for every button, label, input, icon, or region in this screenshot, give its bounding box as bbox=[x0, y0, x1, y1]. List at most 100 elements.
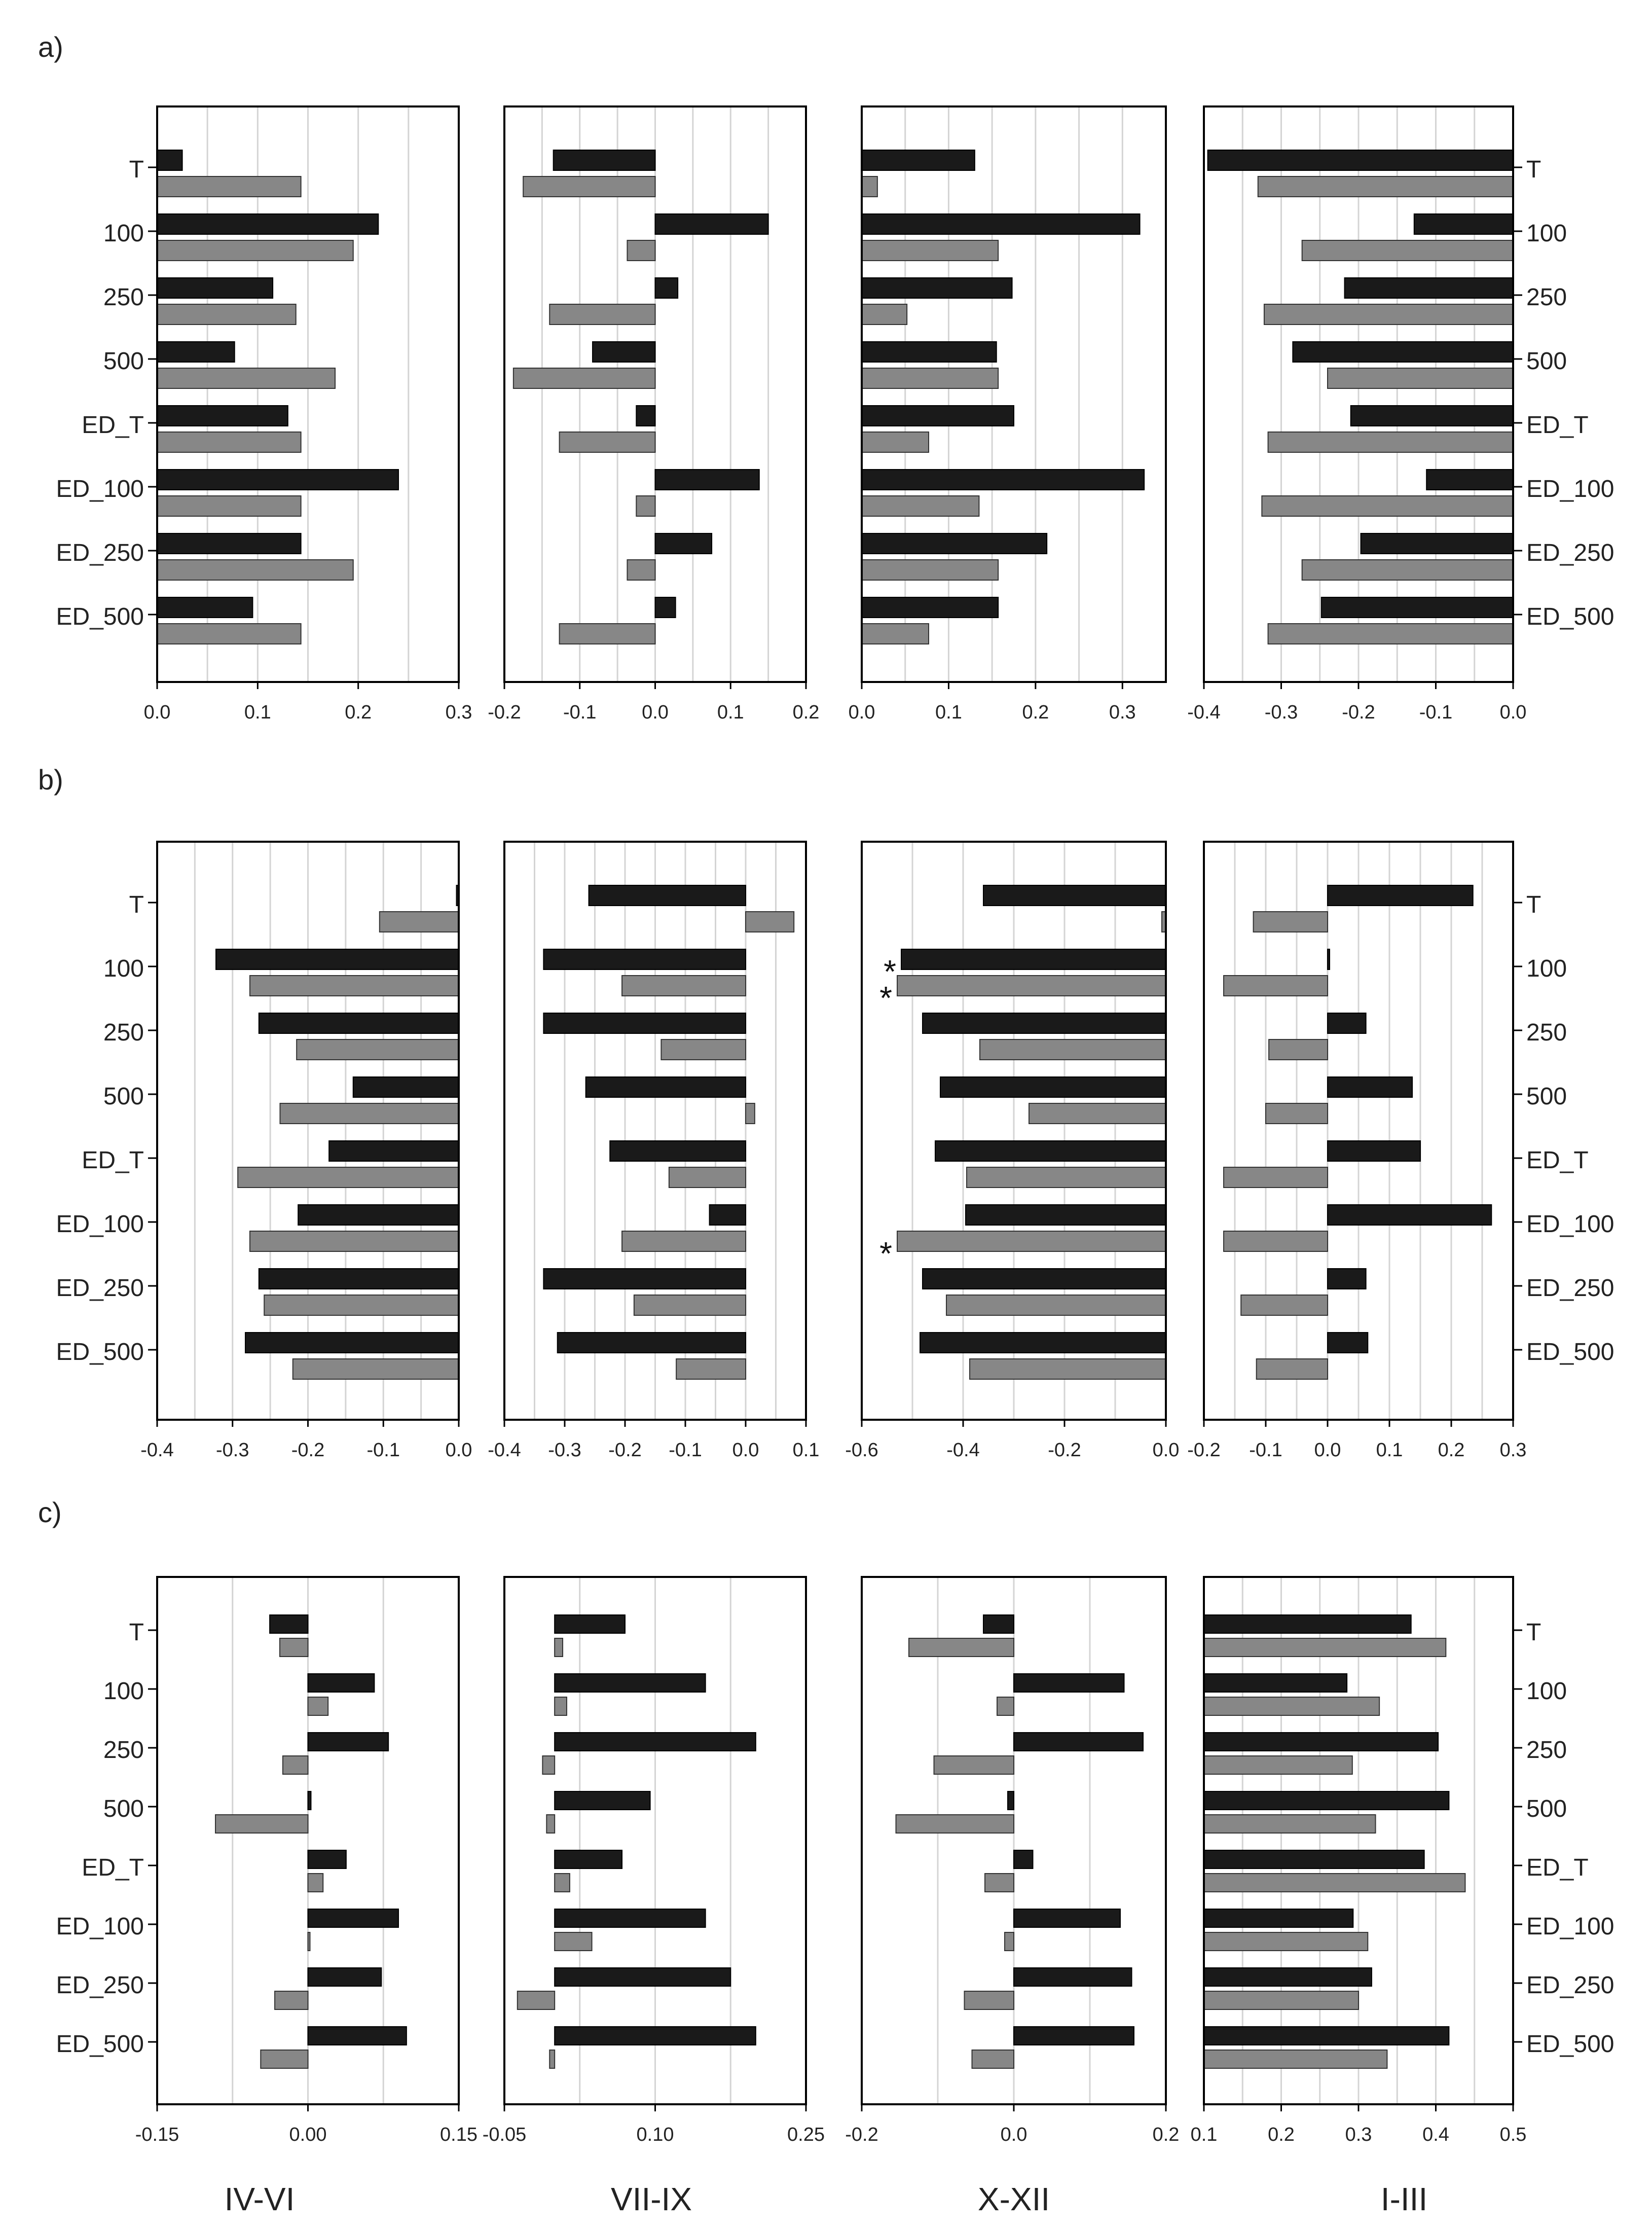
chart-a-1-bar-gray-t bbox=[157, 176, 302, 197]
chart-b-4-category-label: ED_T bbox=[1526, 1147, 1589, 1174]
chart-b-2-bar-black-ed-100 bbox=[709, 1204, 746, 1226]
chart-c-2-bar-black-500 bbox=[554, 1791, 651, 1810]
chart-a-4-x-tick-label: -0.3 bbox=[1265, 702, 1298, 723]
chart-b-1-bar-gray-250 bbox=[296, 1039, 459, 1060]
chart-b-1-bar-gray-ed-t bbox=[237, 1167, 459, 1188]
chart-a-1-bar-gray-500 bbox=[157, 368, 336, 389]
chart-a-4-bar-black-ed-250 bbox=[1360, 533, 1514, 554]
chart-a-4-category-label: ED_500 bbox=[1526, 603, 1614, 630]
chart-b-2-x-tick-label: -0.1 bbox=[669, 1440, 702, 1461]
chart-b-2-bar-gray-ed-250 bbox=[633, 1295, 746, 1316]
chart-c-3-bar-gray-100 bbox=[997, 1697, 1014, 1716]
chart-b-3-bar-gray-ed-250 bbox=[946, 1295, 1166, 1316]
chart-c-1-bar-black-500 bbox=[307, 1791, 312, 1810]
chart-a-3-x-tick-label: 0.3 bbox=[1109, 702, 1136, 723]
chart-b-1-x-tick-label: -0.4 bbox=[140, 1440, 173, 1461]
chart-b-4-bar-gray-500 bbox=[1265, 1103, 1328, 1124]
chart-a-3-x-tick-label: 0.1 bbox=[935, 702, 962, 723]
chart-a-1-category-label: ED_250 bbox=[56, 540, 144, 566]
chart-c-2-bar-black-t bbox=[554, 1614, 626, 1634]
chart-a-1-category-label: 250 bbox=[103, 284, 144, 311]
chart-a-1-x-tick-label: 0.2 bbox=[345, 702, 372, 723]
chart-a-1-x-tick-label: 0.3 bbox=[446, 702, 472, 723]
chart-a-2-bar-black-ed-100 bbox=[654, 469, 760, 490]
chart-b-3-x-tick-label: -0.6 bbox=[845, 1440, 878, 1461]
chart-a-4-category-label: ED_100 bbox=[1526, 476, 1614, 502]
chart-c-3-x-tick-label: -0.2 bbox=[845, 2124, 878, 2145]
chart-c-1-bar-black-t bbox=[269, 1614, 309, 1634]
chart-c-1-category-label: ED_100 bbox=[56, 1913, 144, 1940]
chart-c-4-bar-black-ed-100 bbox=[1203, 1909, 1354, 1928]
chart-b-2-frame bbox=[503, 841, 807, 1421]
chart-a-1-bar-gray-250 bbox=[157, 304, 297, 325]
chart-c-3-bar-gray-ed-100 bbox=[1004, 1932, 1014, 1951]
chart-a-3-bar-gray-ed-500 bbox=[861, 623, 929, 644]
chart-b-3-bar-black-ed-100 bbox=[965, 1204, 1166, 1226]
chart-c-3-bar-gray-t bbox=[908, 1638, 1014, 1657]
chart-c-1-x-tick-label: 0.00 bbox=[289, 2124, 327, 2145]
chart-b-1-category-label: ED_T bbox=[82, 1147, 144, 1174]
chart-a-1-x-tick-label: 0.1 bbox=[244, 702, 271, 723]
chart-b-1-bar-black-500 bbox=[352, 1076, 459, 1098]
chart-c-1-category-label: 100 bbox=[103, 1678, 144, 1705]
chart-c-4-bar-gray-t bbox=[1203, 1638, 1447, 1657]
chart-b-1-bar-black-100 bbox=[215, 949, 459, 970]
chart-c-1-category-label: 250 bbox=[103, 1737, 144, 1764]
chart-a-3-x-tick-label: 0.2 bbox=[1022, 702, 1049, 723]
chart-c-2-x-tick-label: 0.25 bbox=[787, 2124, 825, 2145]
chart-a-3-bar-black-ed-250 bbox=[861, 533, 1048, 554]
chart-a-2-bar-gray-500 bbox=[512, 368, 656, 389]
chart-c-4-bar-gray-ed-250 bbox=[1203, 1991, 1359, 2010]
chart-b-4-bar-black-500 bbox=[1327, 1076, 1413, 1098]
chart-b-1-bar-gray-ed-100 bbox=[249, 1231, 459, 1252]
chart-b-3-frame bbox=[861, 841, 1167, 1421]
chart-c-4-bar-black-t bbox=[1203, 1614, 1412, 1634]
chart-a-1-bar-black-500 bbox=[157, 341, 235, 363]
chart-a-4-bar-gray-t bbox=[1257, 176, 1514, 197]
chart-a-1-bar-gray-ed-250 bbox=[157, 559, 354, 581]
chart-b-3-annotation: * bbox=[879, 980, 892, 1016]
chart-b-1-category-label: ED_500 bbox=[56, 1339, 144, 1365]
chart-b-4-category-label: 100 bbox=[1526, 955, 1567, 982]
chart-a-4-bar-black-ed-t bbox=[1350, 405, 1514, 426]
chart-c-3-bar-black-t bbox=[983, 1614, 1014, 1634]
chart-a-3-x-tick-label: 0.0 bbox=[849, 702, 875, 723]
chart-c-3-bar-gray-250 bbox=[933, 1755, 1014, 1775]
chart-a-4-bar-gray-ed-t bbox=[1267, 432, 1514, 453]
chart-b-1-bar-gray-ed-250 bbox=[264, 1295, 459, 1316]
chart-b-1-x-tick-label: 0.0 bbox=[446, 1440, 472, 1461]
chart-a-2-bar-gray-ed-500 bbox=[559, 623, 656, 644]
chart-c-4-bar-black-ed-t bbox=[1203, 1850, 1425, 1869]
chart-b-3-annotation: * bbox=[884, 953, 896, 990]
chart-b-3-bar-gray-ed-t bbox=[966, 1167, 1166, 1188]
chart-a-1-bar-black-250 bbox=[157, 277, 274, 299]
chart-b-4-bar-gray-t bbox=[1253, 911, 1329, 932]
chart-a-1-bar-black-ed-500 bbox=[157, 597, 253, 618]
chart-b-2-bar-gray-ed-100 bbox=[621, 1231, 747, 1252]
chart-c-4-x-tick-label: 0.4 bbox=[1422, 2124, 1449, 2145]
chart-a-2-x-tick-label: -0.2 bbox=[488, 702, 521, 723]
chart-c-3-bar-black-ed-100 bbox=[1013, 1909, 1121, 1928]
chart-b-3-bar-black-ed-250 bbox=[922, 1268, 1166, 1289]
chart-c-1-bar-black-ed-t bbox=[307, 1850, 347, 1869]
chart-c-2-bar-gray-ed-500 bbox=[549, 2050, 556, 2069]
chart-a-2-bar-black-ed-t bbox=[636, 405, 656, 426]
chart-c-1-category-label: ED_T bbox=[82, 1854, 144, 1881]
panel-label-b: b) bbox=[38, 764, 63, 796]
chart-b-2-bar-black-t bbox=[588, 885, 746, 906]
chart-a-1-bar-black-ed-t bbox=[157, 405, 288, 426]
chart-c-4-x-tick-label: 0.3 bbox=[1345, 2124, 1372, 2145]
season-label-2: VII-IX bbox=[610, 2181, 692, 2217]
chart-b-2-bar-gray-ed-500 bbox=[676, 1358, 747, 1380]
chart-a-2-x-tick-label: -0.1 bbox=[563, 702, 596, 723]
chart-b-1-bar-black-ed-250 bbox=[258, 1268, 459, 1289]
chart-c-1-category-label: T bbox=[129, 1619, 144, 1646]
chart-a-4-x-tick-label: -0.4 bbox=[1187, 702, 1220, 723]
chart-c-2-bar-black-ed-500 bbox=[554, 2026, 756, 2045]
chart-a-3-bar-gray-t bbox=[861, 176, 878, 197]
chart-b-3-bar-gray-500 bbox=[1029, 1103, 1166, 1124]
chart-c-4-x-tick-label: 0.1 bbox=[1191, 2124, 1218, 2145]
chart-a-4-bar-gray-ed-500 bbox=[1267, 623, 1514, 644]
chart-a-3-bar-black-ed-500 bbox=[861, 597, 999, 618]
